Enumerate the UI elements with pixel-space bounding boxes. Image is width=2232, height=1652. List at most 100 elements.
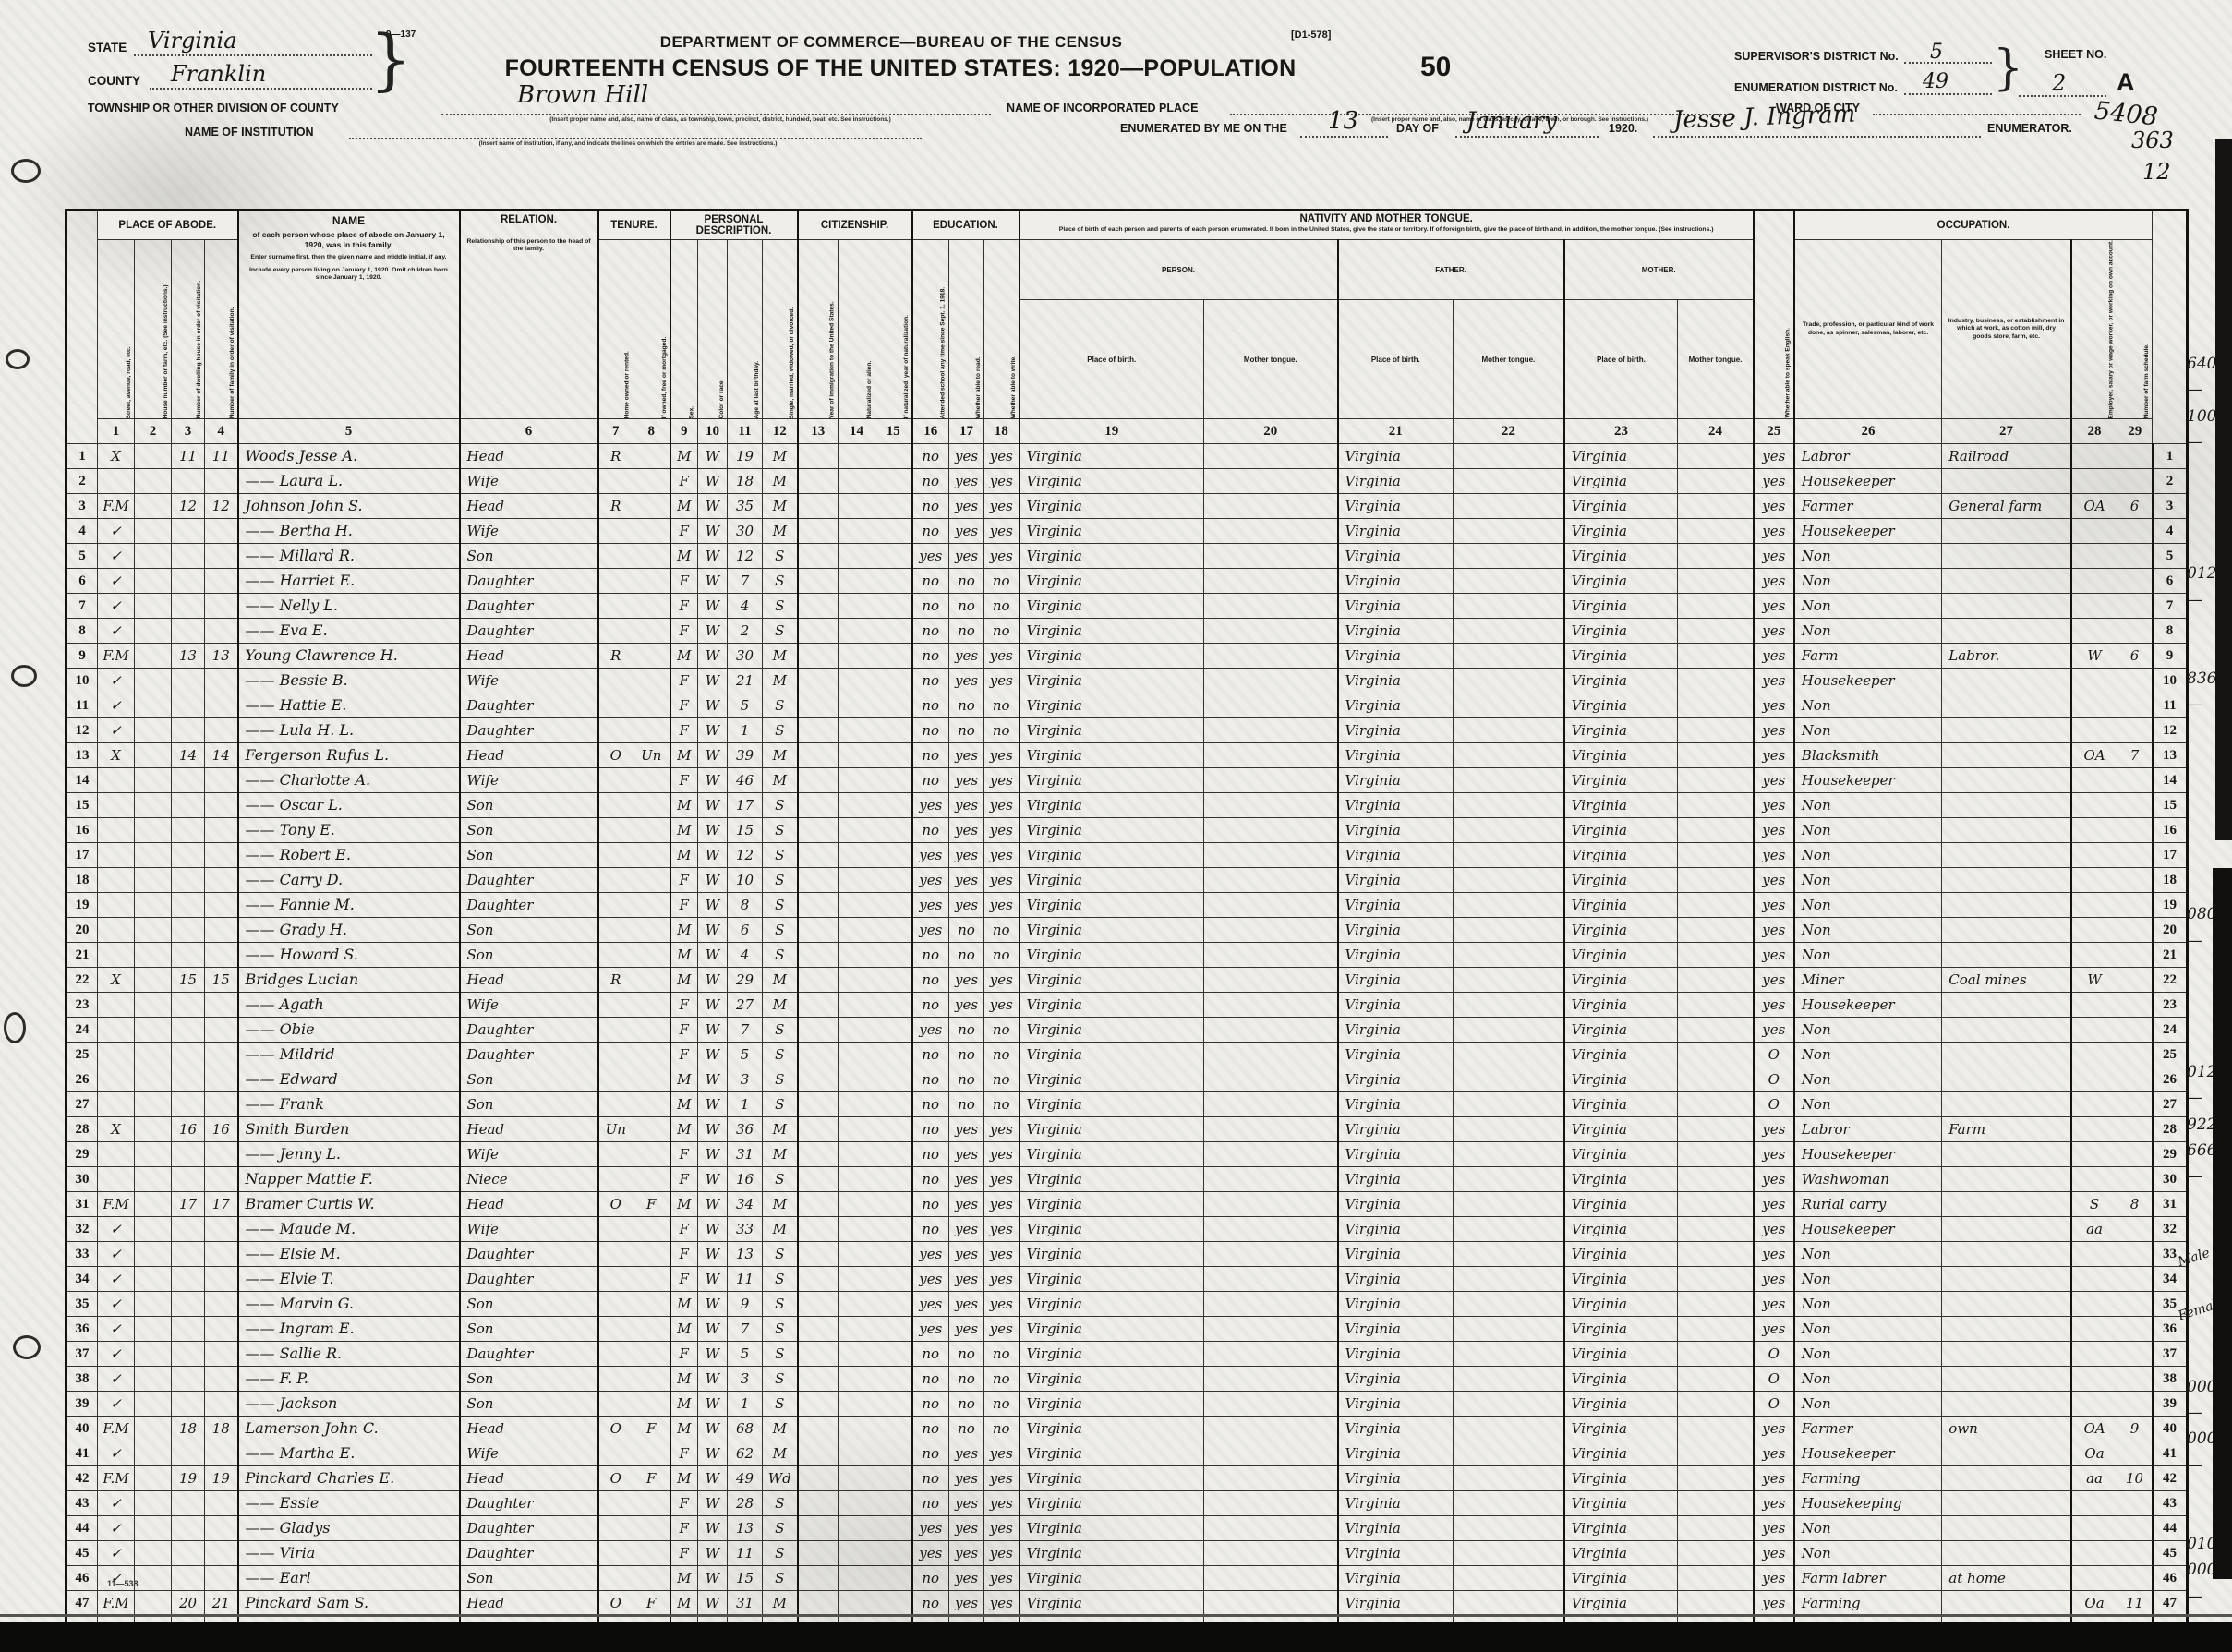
cell-imm <box>796 892 839 919</box>
cell-trade: Non <box>1792 1540 1943 1567</box>
cell-trade: Non <box>1792 1391 1943 1417</box>
cell-mar: S <box>762 693 798 719</box>
cell-mar: S <box>762 1042 798 1068</box>
cell-nat <box>838 1416 875 1442</box>
cell-house <box>134 1366 172 1393</box>
cell-wr: yes <box>983 842 1019 869</box>
incorporated-label: NAME OF INCORPORATED PLACE <box>1007 102 1199 115</box>
cell-street: ✓ <box>97 1490 135 1517</box>
cell-emp <box>2069 1042 2118 1068</box>
cell-ln: 26 <box>66 1067 98 1093</box>
cell-pbm: Virginia <box>1562 668 1679 694</box>
cell-age: 12 <box>727 842 763 869</box>
cell-own <box>597 1490 633 1517</box>
cell-ln2: 18 <box>2151 867 2189 894</box>
cell-mort <box>633 518 670 545</box>
cell-name: —— F. P. <box>236 1366 460 1393</box>
cell-color: W <box>697 1515 728 1542</box>
cell-pbf: Virginia <box>1336 1540 1454 1567</box>
cell-color: W <box>697 767 728 794</box>
cell-pbf: Virginia <box>1336 1266 1454 1293</box>
cell-eng: yes <box>1752 742 1795 769</box>
cell-nat <box>838 1565 875 1592</box>
cell-mort <box>633 493 670 520</box>
cell-nat <box>838 1091 875 1118</box>
cell-nat <box>838 892 875 919</box>
cell-ln2: 13 <box>2151 742 2189 769</box>
cell-color: W <box>697 1091 728 1118</box>
cell-nat <box>838 967 875 994</box>
ward-line <box>1873 113 2081 115</box>
cell-name: Bramer Curtis W. <box>236 1191 460 1218</box>
cell-rel: Wife <box>458 767 598 794</box>
cell-wr: yes <box>983 643 1019 669</box>
cell-rd: yes <box>948 543 984 570</box>
cell-rel: Wife <box>458 518 598 545</box>
col29-header: Number of farm schedule. <box>2117 239 2153 419</box>
cell-pbm: Virginia <box>1562 593 1679 620</box>
cell-sch: no <box>911 1191 949 1218</box>
cell-sch: no <box>911 1391 949 1417</box>
cell-natyr <box>875 1241 912 1268</box>
cell-pb: Virginia <box>1018 543 1204 570</box>
cell-pb: Virginia <box>1018 792 1204 819</box>
cell-house <box>134 1465 172 1492</box>
cell-fam <box>204 1316 238 1343</box>
cell-color: W <box>697 1341 728 1368</box>
cell-wr: yes <box>983 1141 1019 1168</box>
cell-age: 10 <box>727 867 763 894</box>
cell-trade: Non <box>1792 693 1943 719</box>
cell-mort <box>633 1241 670 1268</box>
cell-ind <box>1941 1067 2072 1093</box>
cell-sch: no <box>911 1565 949 1592</box>
cell-trade: Blacksmith <box>1792 742 1943 769</box>
cell-wr: yes <box>983 992 1019 1019</box>
cell-pbf: Virginia <box>1336 1366 1454 1393</box>
cell-own <box>597 892 633 919</box>
cell-nat <box>838 543 875 570</box>
cell-ln: 9 <box>66 643 98 669</box>
cell-house <box>134 1540 172 1567</box>
cell-fam: 11 <box>204 443 238 470</box>
cell-ln: 17 <box>66 842 98 869</box>
cell-name: Napper Mattie F. <box>236 1166 460 1193</box>
cell-ind <box>1941 892 2072 919</box>
cell-pbm: Virginia <box>1562 1017 1679 1043</box>
cell-mtp <box>1203 1341 1338 1368</box>
cell-mort <box>633 817 670 844</box>
cell-eng: yes <box>1752 443 1795 470</box>
cell-trade: Non <box>1792 792 1943 819</box>
cell-ind: Coal mines <box>1941 967 2072 994</box>
cell-emp <box>2069 443 2118 470</box>
cell-mtp <box>1203 1366 1338 1393</box>
cell-ln2: 21 <box>2151 942 2189 969</box>
cell-wr: no <box>983 1391 1019 1417</box>
cell-emp <box>2069 1116 2118 1143</box>
cell-street: ✓ <box>97 693 135 719</box>
cell-sex: F <box>669 468 698 495</box>
cell-color: W <box>697 593 728 620</box>
cell-street: ✓ <box>97 1366 135 1393</box>
cell-mtf <box>1453 493 1565 520</box>
cell-farm <box>2117 867 2154 894</box>
cell-rel: Son <box>458 1391 598 1417</box>
cell-dwell <box>171 1291 205 1318</box>
cell-ind <box>1941 1191 2072 1218</box>
cell-rd: no <box>948 1366 984 1393</box>
cell-rel: Head <box>458 643 598 669</box>
cell-sex: F <box>669 1490 698 1517</box>
cell-name: —— Lula H. L. <box>236 717 460 744</box>
cell-mtp <box>1203 992 1338 1019</box>
cell-mtp <box>1203 742 1338 769</box>
cell-mtp <box>1203 1565 1338 1592</box>
cell-mar: M <box>762 1116 798 1143</box>
cell-wr: no <box>983 1017 1019 1043</box>
cell-pbm: Virginia <box>1562 1590 1679 1617</box>
cell-dwell: 20 <box>171 1590 205 1617</box>
cell-mar: M <box>762 742 798 769</box>
cell-mtp <box>1203 817 1338 844</box>
township-value: Brown Hill <box>517 81 649 109</box>
cell-dwell <box>171 1316 205 1343</box>
group-citizenship: CITIZENSHIP. <box>796 210 912 240</box>
cell-natyr <box>875 1590 912 1617</box>
